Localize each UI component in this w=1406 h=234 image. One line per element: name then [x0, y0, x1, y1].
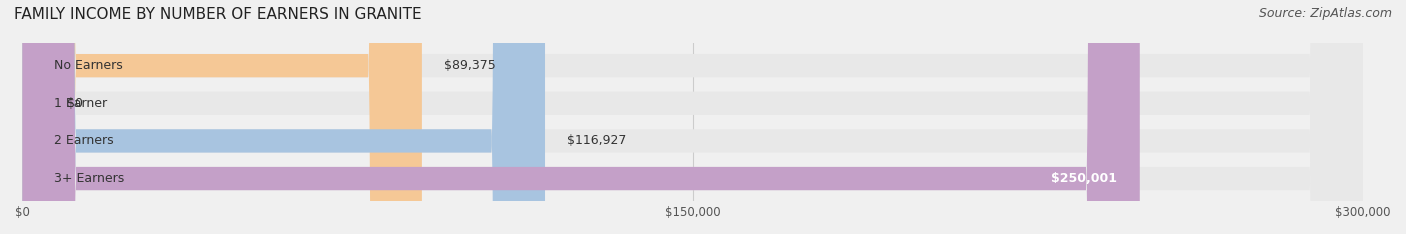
FancyBboxPatch shape: [22, 0, 546, 234]
FancyBboxPatch shape: [22, 0, 422, 234]
FancyBboxPatch shape: [22, 0, 1364, 234]
FancyBboxPatch shape: [22, 0, 1140, 234]
FancyBboxPatch shape: [22, 0, 1364, 234]
Text: $116,927: $116,927: [568, 134, 627, 147]
Text: FAMILY INCOME BY NUMBER OF EARNERS IN GRANITE: FAMILY INCOME BY NUMBER OF EARNERS IN GR…: [14, 7, 422, 22]
Text: 2 Earners: 2 Earners: [53, 134, 114, 147]
FancyBboxPatch shape: [22, 0, 1364, 234]
Text: 3+ Earners: 3+ Earners: [53, 172, 124, 185]
Text: $0: $0: [67, 97, 83, 110]
Text: $250,001: $250,001: [1052, 172, 1118, 185]
FancyBboxPatch shape: [22, 0, 1364, 234]
Text: Source: ZipAtlas.com: Source: ZipAtlas.com: [1258, 7, 1392, 20]
Text: 1 Earner: 1 Earner: [53, 97, 107, 110]
Text: $89,375: $89,375: [444, 59, 496, 72]
Text: No Earners: No Earners: [53, 59, 122, 72]
